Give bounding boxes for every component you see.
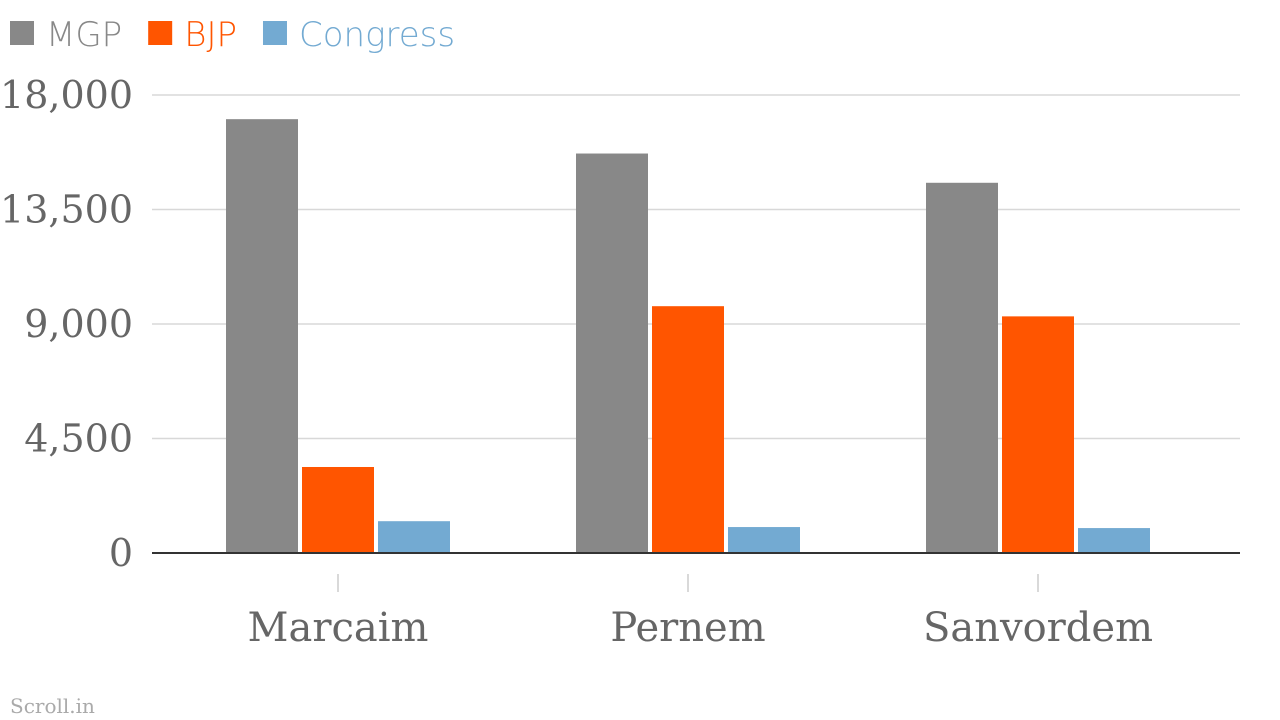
bar — [652, 306, 724, 553]
bar — [378, 521, 450, 553]
bar — [926, 182, 998, 554]
legend-swatch — [10, 21, 34, 45]
x-tick-label: Marcaim — [248, 605, 429, 651]
x-tick-label: Sanvordem — [923, 605, 1153, 651]
legend-label: MGP — [46, 15, 122, 55]
y-tick-label: 0 — [109, 531, 133, 575]
y-tick-label: 9,000 — [24, 302, 133, 346]
bar — [226, 119, 298, 553]
source: Scroll.in — [10, 694, 95, 718]
legend-swatch — [262, 21, 287, 45]
bar — [1078, 528, 1150, 553]
bar — [302, 466, 374, 553]
bar — [1002, 316, 1074, 553]
legend-label: Congress — [299, 15, 455, 55]
legend-label: BJP — [184, 15, 237, 55]
bar — [576, 153, 648, 553]
x-tick-label: Pernem — [610, 605, 765, 651]
y-tick-label: 13,500 — [0, 188, 133, 232]
bar — [728, 527, 800, 553]
legend-swatch — [148, 21, 173, 45]
y-tick-label: 18,000 — [0, 73, 133, 117]
y-tick-label: 4,500 — [24, 417, 133, 461]
